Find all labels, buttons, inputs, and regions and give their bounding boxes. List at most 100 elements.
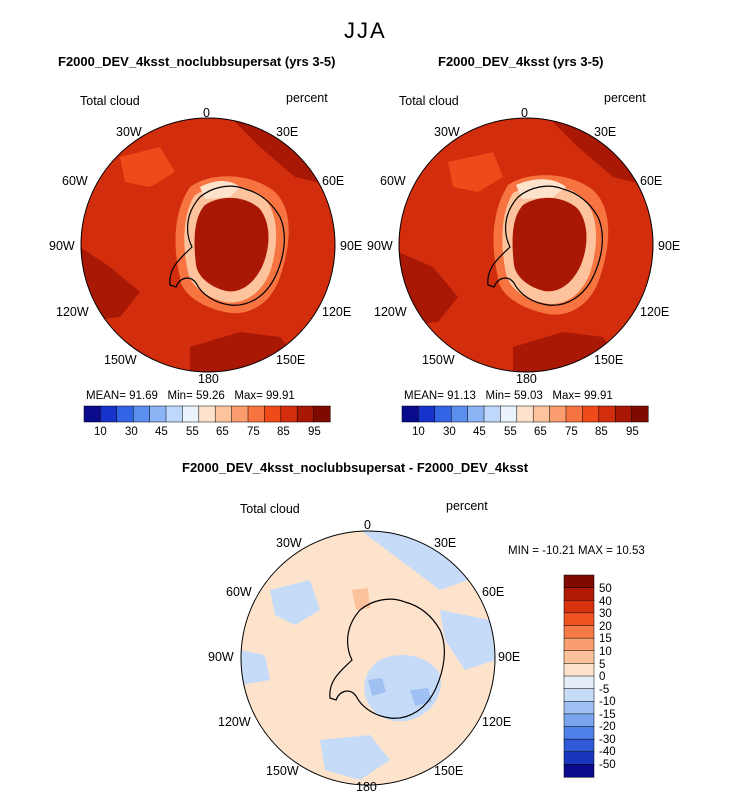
panel3-lon-label: 60E	[482, 585, 505, 599]
panel1-colorbar-tick: 30	[125, 426, 138, 438]
season-title: JJA	[344, 18, 387, 43]
panel1-colorbar	[83, 405, 331, 423]
diff-colorbar-swatch	[563, 675, 595, 690]
panel1-colorbar-tick: 10	[94, 426, 107, 438]
panel1-lon-label: 0	[203, 106, 210, 120]
panel3-variable-label: Total cloud	[240, 502, 300, 516]
panel3-negative-region	[364, 655, 441, 722]
panel2-max-value: 99.91	[584, 390, 613, 402]
panel1-lon-label: 180	[198, 372, 219, 386]
panel2-lon-label: 60E	[640, 174, 663, 188]
panel1-coastline	[169, 185, 285, 306]
panel3-lon-label: 180	[356, 780, 377, 794]
panel3-map-border	[240, 530, 496, 786]
panel2-lon-label: 150E	[594, 353, 624, 367]
panel1-map	[80, 117, 336, 373]
panel1-lon-label: 90W	[49, 239, 75, 253]
diff-colorbar-swatch	[563, 637, 595, 652]
colorbar-swatch	[198, 405, 216, 423]
diff-colorbar-tick: 15	[599, 633, 612, 645]
panel1-units-label: percent	[286, 91, 328, 105]
panel1-lon-label: 60W	[62, 174, 88, 188]
panel1-lon-label: 120W	[56, 305, 89, 319]
panel2-colorbar-tick: 95	[626, 426, 639, 438]
diff-colorbar-tick: 50	[599, 583, 612, 595]
colorbar-swatch	[100, 405, 118, 423]
diff-colorbar-swatch	[563, 587, 595, 601]
colorbar-swatch	[401, 405, 419, 423]
colorbar-swatch	[483, 405, 501, 423]
panel2-lon-label: 30W	[434, 125, 460, 139]
panel1-mean-value: 91.69	[129, 390, 158, 402]
panel2-colorbar-tick: 85	[595, 426, 608, 438]
panel1-title: F2000_DEV_4ksst_noclubbsupersat (yrs 3-5…	[58, 54, 336, 69]
colorbar-swatch	[116, 405, 134, 423]
panel1-map-border	[80, 117, 336, 373]
panel2-lon-label: 180	[516, 372, 537, 386]
panel2-min-label: Min=	[485, 390, 511, 402]
panel1-variable-label: Total cloud	[80, 94, 140, 108]
colorbar-swatch	[182, 405, 200, 423]
colorbar-swatch	[500, 405, 518, 423]
panel3-stats: MIN = -10.21 MAX = 10.53	[508, 545, 645, 557]
panel1-max-value: 99.91	[266, 390, 295, 402]
panel2-lon-label: 120E	[640, 305, 670, 319]
panel2-lon-label: 90E	[658, 239, 681, 253]
panel2-map-border	[398, 117, 654, 373]
panel2-coastline	[487, 185, 603, 306]
diff-colorbar-swatch	[563, 751, 595, 765]
panel2-title: F2000_DEV_4ksst (yrs 3-5)	[438, 54, 604, 69]
panel1-min-label: Min=	[167, 390, 193, 402]
panel1-lon-label: 60E	[322, 174, 345, 188]
diff-colorbar-tick: -10	[599, 696, 616, 708]
panel2-map	[398, 117, 654, 373]
panel3-negative-region	[241, 650, 270, 685]
panel3-lon-label: 30E	[434, 536, 457, 550]
colorbar-swatch	[532, 405, 551, 423]
panel3-strong-negative-region	[368, 678, 386, 696]
colorbar-swatch	[264, 405, 282, 423]
panel2-max-label: Max=	[552, 390, 581, 402]
panel3-negative-region	[320, 735, 390, 780]
diff-colorbar-tick: -50	[599, 759, 616, 771]
panel3-lon-label: 90W	[208, 650, 234, 664]
panel3-positive-region	[352, 588, 370, 610]
panel3-lon-label: 90E	[498, 650, 521, 664]
panel1-lon-label: 150W	[104, 353, 137, 367]
diff-colorbar-swatch	[563, 688, 595, 702]
panel2-min-value: 59.03	[513, 390, 543, 402]
colorbar-swatch	[247, 405, 265, 423]
panel2-units-label: percent	[604, 91, 646, 105]
panel1-mean-label: MEAN=	[86, 390, 126, 402]
panel2-lon-label: 30E	[594, 125, 617, 139]
panel3-negative-region	[440, 610, 495, 670]
colorbar-swatch	[467, 405, 485, 423]
diff-colorbar-swatch	[563, 764, 595, 778]
panel1-lon-label: 90E	[340, 239, 363, 253]
diff-colorbar-tick: -40	[599, 746, 616, 758]
diff-colorbar	[563, 574, 595, 778]
diff-panel-title: F2000_DEV_4ksst_noclubbsupersat - F2000_…	[182, 460, 529, 475]
colorbar-swatch	[280, 405, 298, 423]
diff-colorbar-swatch	[563, 701, 595, 715]
panel2-stats: MEAN= 91.13 Min= 59.03 Max= 99.91	[404, 390, 613, 402]
diff-colorbar-tick: -20	[599, 721, 616, 733]
colorbar-swatch	[132, 405, 151, 423]
colorbar-swatch	[313, 405, 331, 423]
panel1-colorbar-tick: 85	[277, 426, 290, 438]
panel3-strong-negative-region	[410, 688, 432, 706]
panel1-colorbar-tick: 55	[186, 426, 199, 438]
colorbar-swatch	[83, 405, 101, 423]
colorbar-swatch	[598, 405, 616, 423]
panel2-lon-label: 150W	[422, 353, 455, 367]
diff-colorbar-tick: 40	[599, 596, 612, 608]
panel2-mid-cloud-region	[448, 152, 503, 192]
panel1-stats: MEAN= 91.69 Min= 59.26 Max= 99.91	[86, 390, 295, 402]
panel1-max-label: Max=	[234, 390, 263, 402]
diff-colorbar-tick: -30	[599, 734, 616, 746]
panel1-lon-label: 150E	[276, 353, 306, 367]
panel3-lon-label: 150E	[434, 764, 464, 778]
diff-colorbar-swatch	[563, 650, 595, 664]
colorbar-swatch	[582, 405, 600, 423]
colorbar-swatch	[418, 405, 436, 423]
